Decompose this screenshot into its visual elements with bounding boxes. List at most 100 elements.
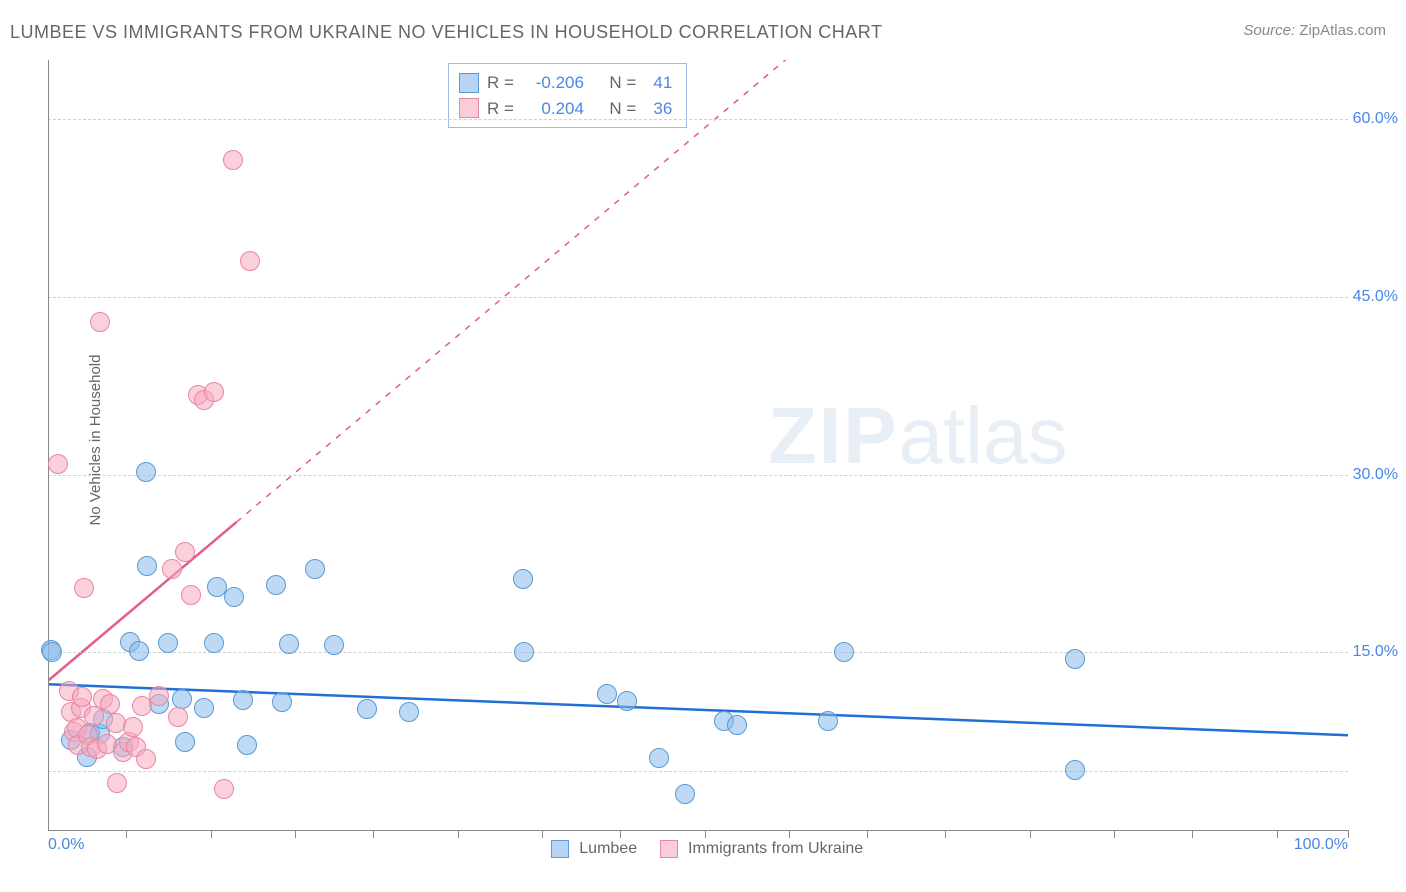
scatter-point-blue: [1065, 649, 1085, 669]
scatter-point-pink: [90, 312, 110, 332]
x-axis-line: [48, 830, 1348, 831]
scatter-point-blue: [357, 699, 377, 719]
scatter-point-pink: [240, 251, 260, 271]
regression-line-pink-dashed: [237, 60, 1349, 522]
gridline-h: [48, 297, 1348, 298]
scatter-point-pink: [149, 686, 169, 706]
x-tick: [1192, 830, 1193, 838]
source-attribution: Source: ZipAtlas.com: [1243, 22, 1386, 39]
scatter-point-blue: [137, 556, 157, 576]
r-value-pink: 0.204: [522, 96, 584, 122]
swatch-pink: [459, 98, 479, 118]
watermark-rest: atlas: [898, 391, 1067, 480]
source-value: ZipAtlas.com: [1299, 22, 1386, 39]
scatter-point-pink: [74, 578, 94, 598]
scatter-point-blue: [272, 692, 292, 712]
x-tick: [1030, 830, 1031, 838]
n-label: N =: [609, 96, 636, 122]
scatter-point-blue: [266, 575, 286, 595]
scatter-point-blue: [237, 735, 257, 755]
x-tick: [1348, 830, 1349, 838]
gridline-h: [48, 475, 1348, 476]
scatter-point-pink: [107, 773, 127, 793]
n-value-blue: 41: [644, 70, 672, 96]
x-tick: [620, 830, 621, 838]
x-tick: [705, 830, 706, 838]
scatter-point-blue: [649, 748, 669, 768]
x-tick: [211, 830, 212, 838]
scatter-point-blue: [675, 784, 695, 804]
scatter-point-pink: [48, 454, 68, 474]
scatter-point-pink: [84, 706, 104, 726]
legend-label-pink: Immigrants from Ukraine: [688, 840, 863, 857]
r-label: R =: [487, 70, 514, 96]
x-tick-label: 0.0%: [48, 836, 84, 854]
scatter-point-blue: [158, 633, 178, 653]
scatter-point-blue: [42, 642, 62, 662]
y-tick-label: 60.0%: [1353, 110, 1398, 128]
scatter-point-pink: [162, 559, 182, 579]
x-tick: [295, 830, 296, 838]
scatter-point-pink: [123, 717, 143, 737]
y-tick-label: 30.0%: [1353, 466, 1398, 484]
scatter-point-pink: [168, 707, 188, 727]
legend-swatch-pink: [660, 840, 678, 858]
legend-label-blue: Lumbee: [579, 840, 637, 857]
scatter-point-pink: [223, 150, 243, 170]
swatch-blue: [459, 73, 479, 93]
scatter-point-blue: [175, 732, 195, 752]
gridline-h: [48, 771, 1348, 772]
n-label: N =: [609, 70, 636, 96]
legend-swatch-blue: [551, 840, 569, 858]
scatter-point-blue: [514, 642, 534, 662]
x-tick: [789, 830, 790, 838]
scatter-point-blue: [1065, 760, 1085, 780]
x-tick: [458, 830, 459, 838]
watermark: ZIPatlas: [768, 390, 1067, 482]
scatter-point-blue: [194, 698, 214, 718]
n-value-pink: 36: [644, 96, 672, 122]
scatter-point-pink: [72, 687, 92, 707]
scatter-point-blue: [279, 634, 299, 654]
x-tick: [1114, 830, 1115, 838]
y-tick-label: 45.0%: [1353, 288, 1398, 306]
scatter-point-pink: [136, 749, 156, 769]
x-tick: [945, 830, 946, 838]
scatter-point-blue: [834, 642, 854, 662]
scatter-point-blue: [617, 691, 637, 711]
regression-lines-svg: [48, 60, 1348, 830]
scatter-point-blue: [324, 635, 344, 655]
corr-row-pink: R = 0.204 N = 36: [459, 96, 672, 122]
scatter-point-pink: [100, 694, 120, 714]
scatter-point-blue: [727, 715, 747, 735]
x-tick: [867, 830, 868, 838]
scatter-point-pink: [175, 542, 195, 562]
plot-area: ZIPatlas R = -0.206 N = 41 R = 0.204 N =…: [48, 60, 1348, 830]
y-axis-line: [48, 60, 49, 830]
gridline-h: [48, 652, 1348, 653]
scatter-point-blue: [204, 633, 224, 653]
series-legend: Lumbee Immigrants from Ukraine: [48, 840, 1348, 858]
scatter-point-blue: [399, 702, 419, 722]
scatter-point-blue: [818, 711, 838, 731]
scatter-point-pink: [204, 382, 224, 402]
x-tick: [373, 830, 374, 838]
scatter-point-blue: [172, 689, 192, 709]
scatter-point-blue: [224, 587, 244, 607]
r-label: R =: [487, 96, 514, 122]
y-tick-label: 15.0%: [1353, 643, 1398, 661]
x-tick-label: 100.0%: [1294, 836, 1348, 854]
scatter-point-blue: [233, 690, 253, 710]
scatter-point-blue: [305, 559, 325, 579]
x-tick: [1277, 830, 1278, 838]
gridline-h: [48, 119, 1348, 120]
scatter-point-pink: [214, 779, 234, 799]
watermark-zip: ZIP: [768, 391, 898, 480]
chart-container: LUMBEE VS IMMIGRANTS FROM UKRAINE NO VEH…: [0, 0, 1406, 892]
x-tick: [126, 830, 127, 838]
scatter-point-blue: [129, 641, 149, 661]
r-value-blue: -0.206: [522, 70, 584, 96]
scatter-point-blue: [597, 684, 617, 704]
scatter-point-pink: [181, 585, 201, 605]
corr-row-blue: R = -0.206 N = 41: [459, 70, 672, 96]
